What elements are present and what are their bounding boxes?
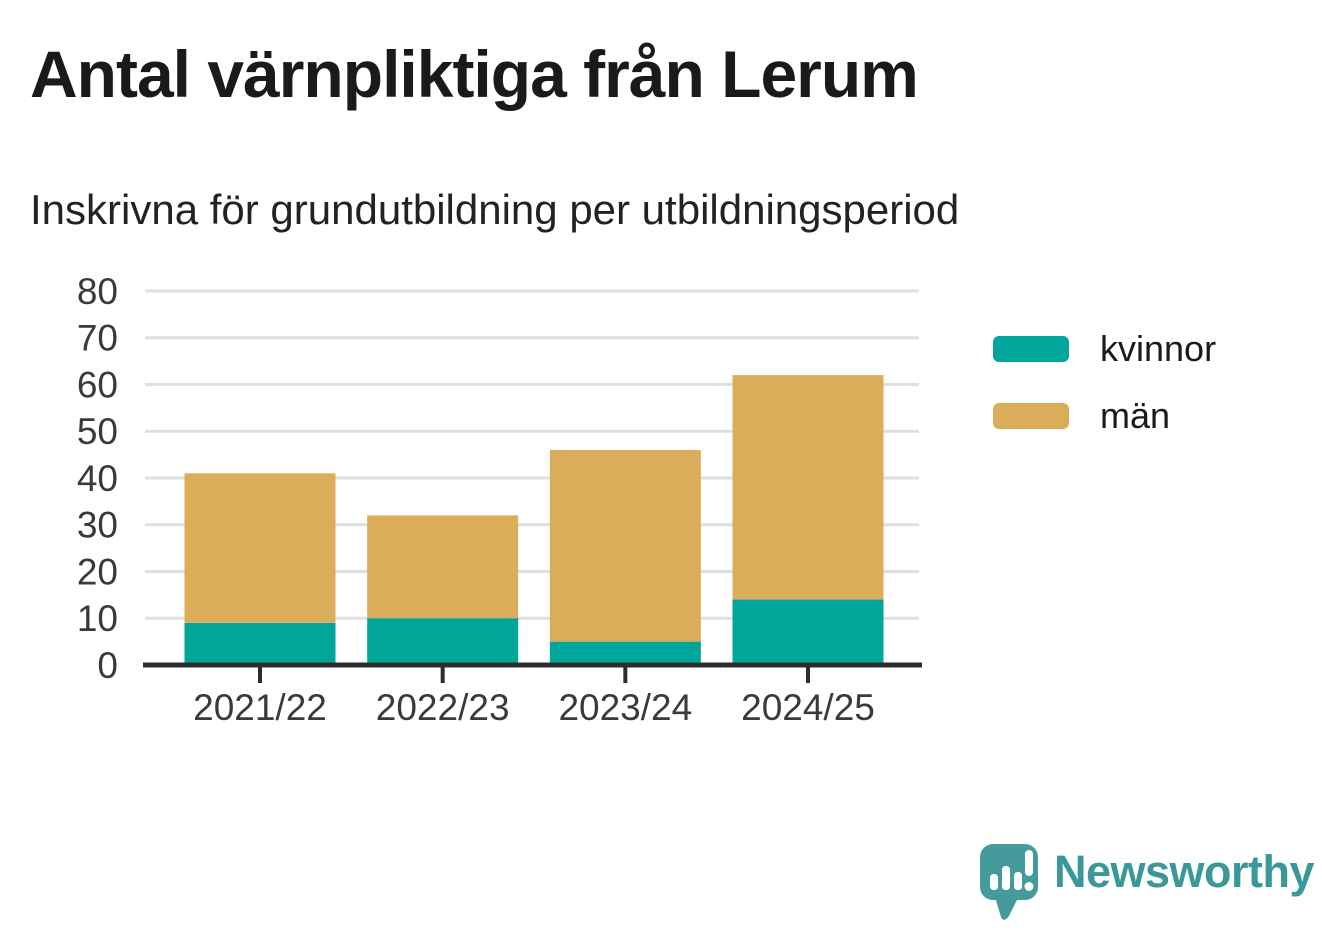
page-title: Antal värnpliktiga från Lerum xyxy=(30,37,919,111)
x-axis-tick-label: 2021/22 xyxy=(193,687,327,728)
newsworthy-logo-text: Newsworthy xyxy=(1054,846,1315,897)
x-axis-tick-label: 2024/25 xyxy=(741,687,875,728)
bar-segment-män-2024/25 xyxy=(732,375,884,600)
chart-subtitle: Inskrivna för grundutbildning per utbild… xyxy=(30,186,960,233)
legend-swatch-kvinnor xyxy=(993,336,1069,362)
bar-segment-kvinnor-2022/23 xyxy=(367,618,519,665)
legend-label: män xyxy=(1100,395,1171,436)
legend-swatch-män xyxy=(993,403,1069,429)
x-axis-tick-label: 2022/23 xyxy=(376,687,510,728)
newsworthy-logo-icon xyxy=(980,844,1038,920)
bar-segment-kvinnor-2023/24 xyxy=(549,641,701,665)
x-axis-tick-label: 2023/24 xyxy=(558,687,692,728)
y-axis-tick-label: 40 xyxy=(77,458,118,499)
chart-legend: kvinnor män xyxy=(993,331,1216,434)
y-axis-tick-label: 10 xyxy=(77,598,118,639)
y-axis-tick-label: 20 xyxy=(77,551,118,592)
bar-segment-män-2021/22 xyxy=(184,473,336,623)
legend-item-män: män xyxy=(993,398,1216,434)
legend-label: kvinnor xyxy=(1100,328,1217,369)
bar-segment-män-2023/24 xyxy=(549,449,701,642)
legend-item-kvinnor: kvinnor xyxy=(993,331,1216,367)
y-axis-tick-label: 50 xyxy=(77,411,118,452)
y-axis-tick-label: 70 xyxy=(77,318,118,359)
bar-segment-män-2022/23 xyxy=(367,515,519,619)
stacked-bar-chart: 0 10 20 30 40 50 60 70 80 2021/22 2022/23 2023/24 20… xyxy=(77,271,922,728)
bar-segment-kvinnor-2021/22 xyxy=(184,622,336,665)
y-axis-tick-label: 80 xyxy=(77,271,118,312)
y-axis-tick-label: 30 xyxy=(77,505,118,546)
y-axis-tick-label: 60 xyxy=(77,364,118,405)
y-axis-tick-label: 0 xyxy=(97,645,118,686)
bar-segment-kvinnor-2024/25 xyxy=(732,599,884,665)
newsworthy-branding: Newsworthy xyxy=(978,842,1315,926)
